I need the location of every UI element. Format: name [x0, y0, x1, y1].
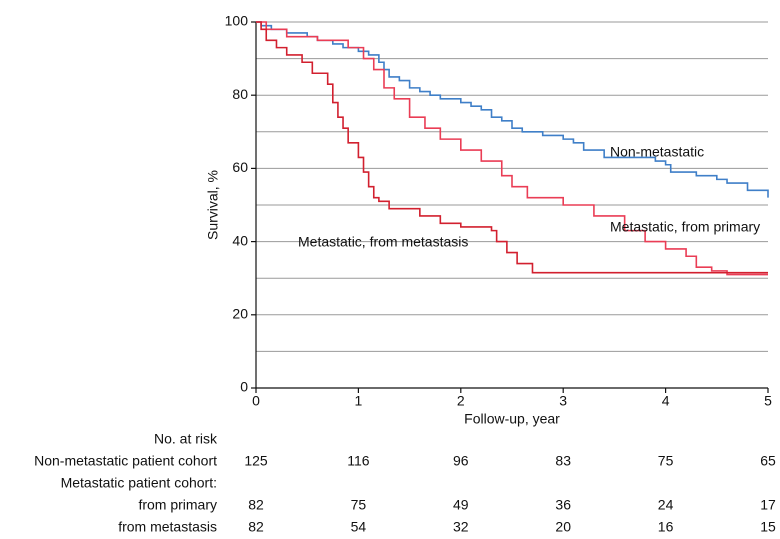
survival-curve: [256, 21, 768, 274]
x-tick-label: 0: [252, 393, 260, 409]
risk-count: 36: [555, 497, 571, 513]
y-tick-label: 60: [232, 159, 248, 175]
risk-row-label: from primary: [138, 497, 217, 513]
risk-count: 24: [658, 497, 674, 513]
x-tick-label: 4: [662, 393, 670, 409]
x-tick-label: 1: [355, 393, 363, 409]
risk-count: 65: [760, 453, 776, 469]
y-tick-label: 100: [225, 13, 249, 29]
risk-count: 32: [453, 519, 469, 534]
risk-count: 125: [244, 453, 268, 469]
risk-count: 75: [351, 497, 367, 513]
series-label: Metastatic, from primary: [610, 219, 760, 235]
y-axis-label: Survival, %: [205, 170, 221, 240]
y-tick-label: 0: [240, 379, 248, 395]
risk-count: 15: [760, 519, 776, 534]
survival-curve: [256, 21, 769, 198]
x-axis-label: Follow-up, year: [464, 411, 560, 427]
risk-count: 17: [760, 497, 776, 513]
series-label: Non-metastatic: [610, 144, 704, 160]
risk-count: 75: [658, 453, 674, 469]
risk-row-label: Non-metastatic patient cohort: [34, 453, 217, 469]
y-tick-label: 40: [232, 232, 248, 248]
x-tick-label: 2: [457, 393, 465, 409]
risk-count: 82: [248, 497, 264, 513]
risk-count: 54: [351, 519, 367, 534]
risk-count: 49: [453, 497, 469, 513]
risk-count: 96: [453, 453, 469, 469]
risk-count: 83: [555, 453, 571, 469]
risk-count: 16: [658, 519, 674, 534]
risk-row-label: Metastatic patient cohort:: [61, 475, 217, 491]
series-label: Metastatic, from metastasis: [298, 234, 468, 250]
risk-count: 82: [248, 519, 264, 534]
risk-count: 20: [555, 519, 571, 534]
risk-row-label: from metastasis: [118, 519, 217, 534]
risk-count: 116: [347, 453, 370, 469]
x-tick-label: 5: [764, 393, 772, 409]
y-tick-label: 80: [232, 86, 248, 102]
survival-curve: [256, 21, 768, 276]
risk-table-title: No. at risk: [154, 431, 218, 447]
y-tick-label: 20: [232, 306, 248, 322]
x-tick-label: 3: [559, 393, 567, 409]
